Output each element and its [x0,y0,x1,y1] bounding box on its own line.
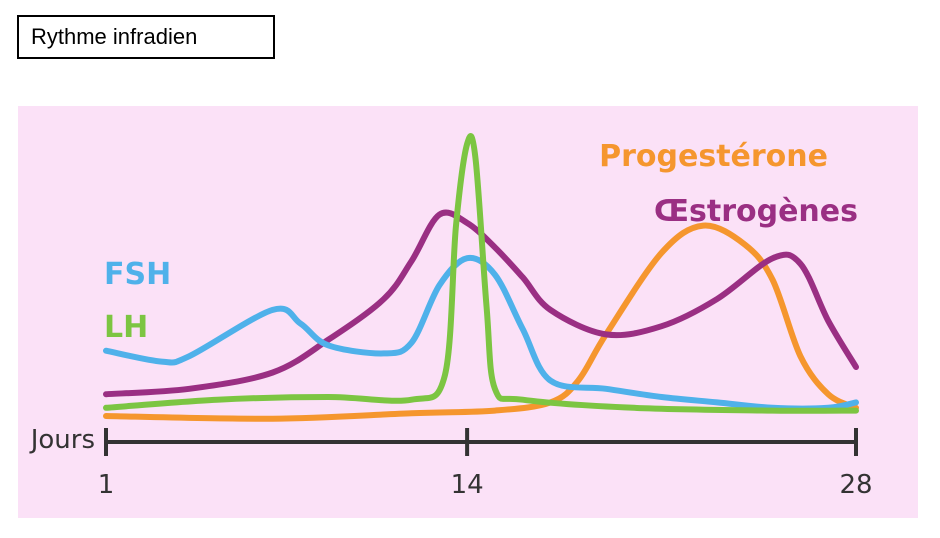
x-tick-label-28: 28 [839,470,872,500]
x-axis: 1 14 28 Jours [29,425,873,500]
series-label-oestrogenes: Œstrogènes [654,194,858,229]
series-line-fsh [103,254,859,412]
chart-svg: 1 14 28 Jours FSH LH Progestérone Œstrogènes [18,106,918,518]
series-line-lh [103,133,859,414]
hormone-cycle-chart: 1 14 28 Jours FSH LH Progestérone Œstrogènes [18,106,918,518]
x-axis-label: Jours [29,425,95,455]
series-line-progesterone [103,222,859,422]
x-tick-label-14: 14 [451,470,484,500]
series-labels: FSH LH Progestérone Œstrogènes [104,139,858,345]
title-box: Rythme infradien [17,15,275,59]
series-label-lh: LH [104,310,148,345]
x-tick-label-1: 1 [98,470,115,500]
series-layer [103,133,859,422]
series-label-progesterone: Progestérone [599,139,828,174]
page-title: Rythme infradien [31,24,198,49]
series-label-fsh: FSH [104,257,171,292]
series-line-oestrogenes [103,209,859,398]
